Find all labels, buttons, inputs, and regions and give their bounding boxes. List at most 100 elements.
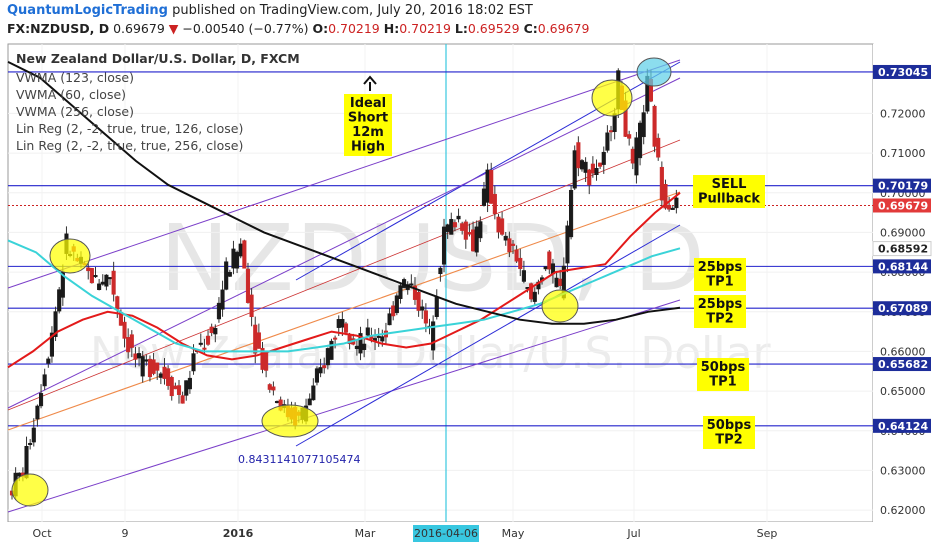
level-price-label: 0.73045 (878, 66, 928, 79)
candle-body (166, 368, 171, 386)
trend-line[interactable] (7, 77, 681, 409)
tp50-2-note-line: 50bps (707, 418, 752, 433)
tp50-1-note-box (697, 358, 749, 391)
candle-body (169, 377, 174, 397)
time-tick-label: Mar (355, 527, 376, 540)
candle-body (554, 277, 559, 288)
candle-body (144, 359, 149, 362)
last-price: 0.69679 (113, 21, 165, 36)
candle-body (93, 275, 98, 278)
candle-body (474, 226, 479, 253)
highlight-ellipse[interactable] (11, 473, 49, 507)
candle-body (452, 222, 457, 228)
candle-body (576, 142, 581, 169)
candle-body (256, 332, 261, 349)
candle-body (314, 368, 320, 383)
candle-body (187, 377, 192, 390)
level-price-tag[interactable] (873, 418, 931, 433)
candle-body (659, 166, 664, 201)
legend-item: VWMA (123, close) (16, 70, 134, 85)
price-tick-label: 0.65000 (880, 385, 926, 398)
highlight-ellipse[interactable] (49, 238, 91, 274)
candle-body (24, 445, 29, 479)
trend-line[interactable] (295, 224, 681, 447)
price-axis[interactable]: 0.620000.630000.640000.650000.660000.670… (872, 44, 932, 522)
level-price-tag[interactable] (873, 357, 931, 372)
candle-body (231, 248, 236, 269)
legend-title: New Zealand Dollar/U.S. Dollar, D, FXCM (16, 51, 300, 66)
candle-body (674, 197, 679, 209)
trend-line[interactable] (7, 59, 681, 289)
candle-body (387, 313, 392, 326)
candle-body (140, 356, 145, 377)
crosshair-date-tag[interactable] (413, 525, 479, 542)
candle-body (590, 163, 595, 174)
candle-body (38, 393, 44, 407)
candle-body (318, 367, 323, 374)
publish-line: QuantumLogicTrading published on Trading… (7, 3, 533, 18)
time-tick-label: Jul (626, 527, 640, 540)
marker-tag[interactable] (873, 198, 931, 213)
high-value: 0.70219 (399, 21, 451, 36)
candle-body (558, 278, 563, 286)
highlight-ellipse[interactable] (591, 79, 633, 117)
level-price-tag[interactable] (873, 259, 931, 274)
candle-body (667, 204, 672, 210)
price-tick-label: 0.66000 (880, 345, 926, 358)
candle-body (529, 283, 534, 300)
symbol-label[interactable]: FX:NZDUSD, D (7, 21, 110, 36)
candle-body (249, 294, 254, 318)
candle-body (322, 365, 327, 369)
level-price-label: 0.65682 (878, 358, 928, 371)
candle-body (394, 295, 399, 314)
candle-body (438, 267, 443, 275)
legend-item: VWMA (256, close) (16, 104, 134, 119)
candle-body (460, 223, 465, 231)
level-price-tag[interactable] (873, 178, 931, 193)
time-axis[interactable]: Oct 9 2016 Mar 2016-04-06 May Jul Sep (0, 522, 932, 550)
candle-body (220, 289, 225, 310)
highlight-ellipse[interactable] (261, 404, 319, 438)
candle-body (253, 324, 258, 354)
sell-pullback-note-line: Pullback (698, 192, 760, 207)
candle-body (445, 224, 450, 232)
level-price-tag[interactable] (873, 301, 931, 316)
linreg-line-2[interactable] (7, 139, 681, 411)
candle-body (133, 353, 138, 360)
marker-label: 0.69679 (878, 199, 928, 212)
candle-body (565, 225, 570, 264)
candle-body (391, 305, 396, 317)
candle-body (579, 160, 585, 170)
author-link[interactable]: QuantumLogicTrading (7, 3, 168, 18)
candle-body (518, 257, 523, 270)
candle-body (634, 137, 639, 176)
highlight-ellipse[interactable] (541, 289, 579, 323)
time-tick-label: Sep (757, 527, 778, 540)
marker-tag[interactable] (872, 241, 932, 257)
candle-body (198, 342, 203, 345)
candle-body (569, 189, 574, 238)
candle-body (242, 240, 247, 269)
level-price-label: 0.64124 (878, 420, 928, 433)
tp25-1-note-line: TP1 (706, 275, 733, 290)
level-price-tag[interactable] (873, 64, 931, 79)
highlight-ellipse[interactable] (636, 57, 672, 87)
candle-body (28, 442, 33, 445)
candle-body (111, 270, 116, 295)
candle-body (656, 137, 661, 158)
tp50-1-note-line: 50bps (701, 360, 746, 375)
trend-line[interactable] (7, 299, 681, 513)
candle-body (209, 326, 214, 334)
highlight-ellipses[interactable] (11, 57, 672, 507)
candle-body (572, 150, 577, 189)
candle-body (307, 398, 312, 406)
indicator-legend: New Zealand Dollar/U.S. Dollar, D, FXCM V… (16, 51, 300, 153)
